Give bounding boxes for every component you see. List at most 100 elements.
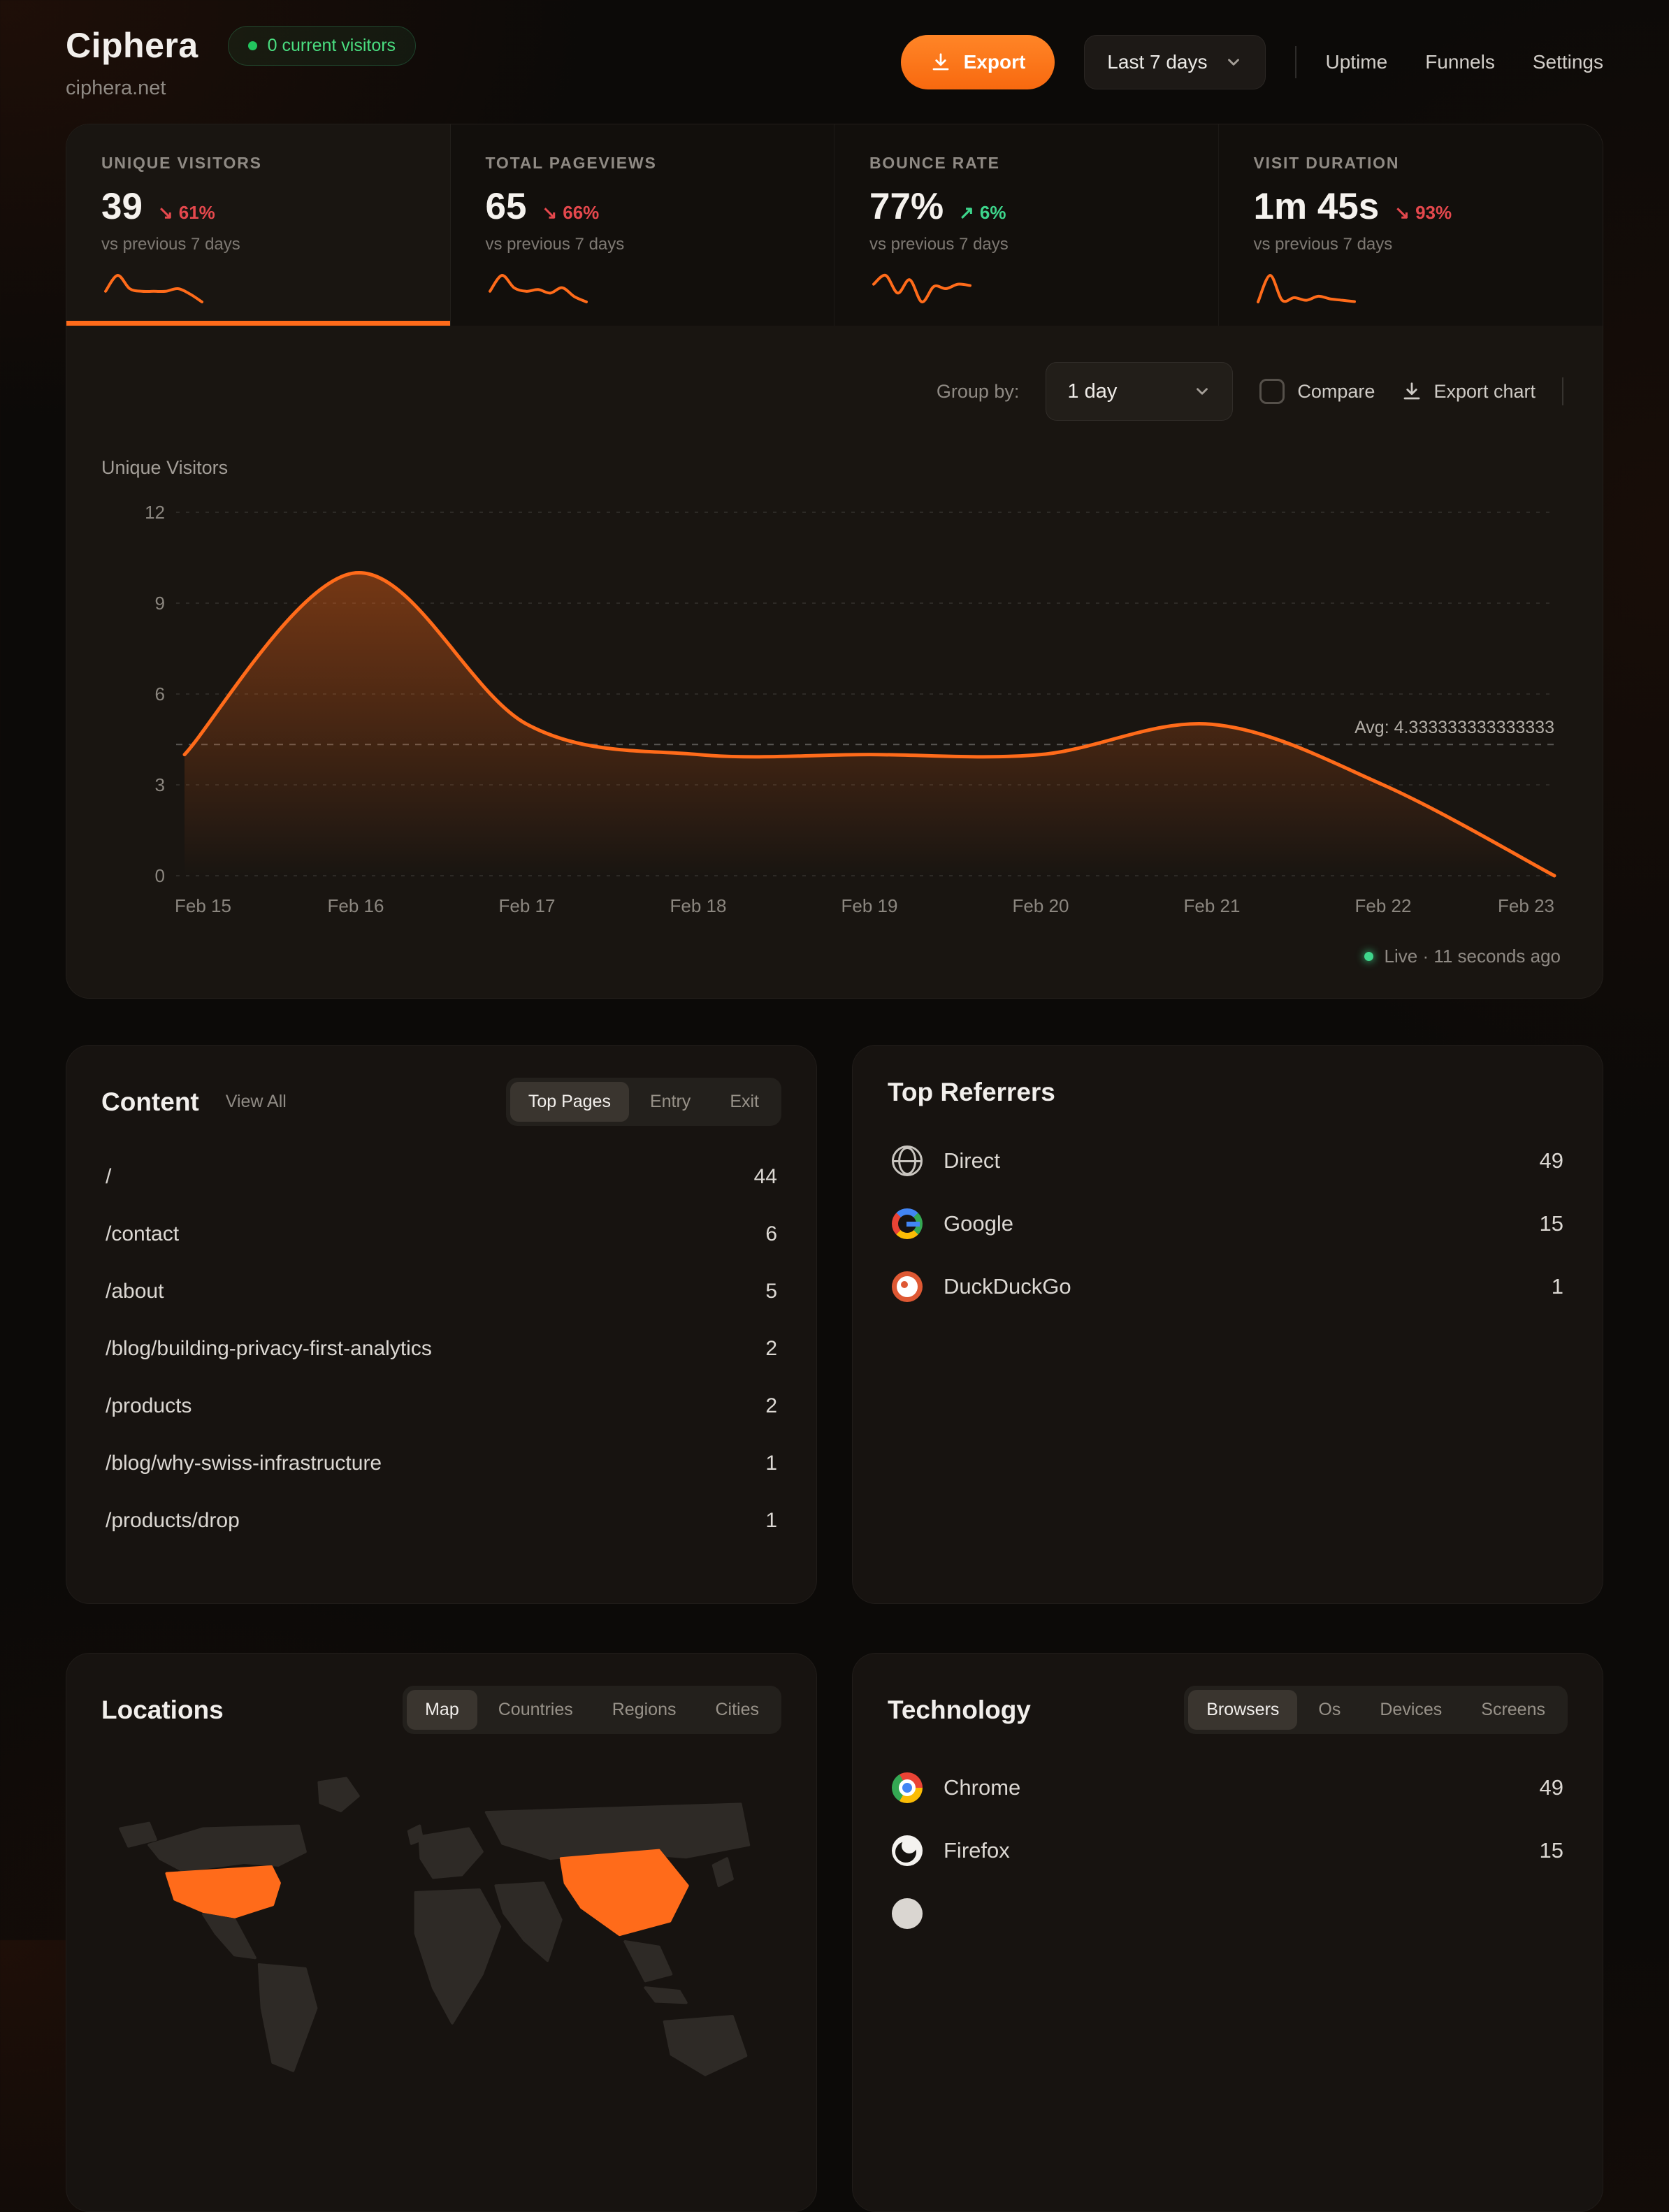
chrome-icon: [892, 1772, 923, 1803]
stat-delta: ↗ 6%: [959, 202, 1006, 224]
content-row[interactable]: /blog/building-privacy-first-analytics 2: [101, 1320, 781, 1378]
referrer-row[interactable]: Google 15: [888, 1192, 1568, 1255]
live-dot: [1364, 952, 1373, 961]
stat-value: 77%: [869, 186, 944, 227]
map-region-europe: [418, 1827, 484, 1879]
map-region-mexico: [202, 1913, 257, 1960]
referrer-row[interactable]: Direct 49: [888, 1129, 1568, 1192]
content-tab[interactable]: Entry: [632, 1082, 709, 1122]
content-tab[interactable]: Exit: [711, 1082, 777, 1122]
content-card: Content View All Top Pages Entry Exit /: [66, 1045, 817, 1604]
referrer-name: DuckDuckGo: [944, 1274, 1071, 1299]
stat-value: 65: [485, 186, 527, 227]
page-count: 5: [765, 1280, 777, 1303]
locations-tab[interactable]: Regions: [594, 1690, 695, 1730]
technology-tab[interactable]: Devices: [1361, 1690, 1460, 1730]
svg-text:3: 3: [155, 774, 165, 795]
map-region-middle-east-india: [494, 1881, 563, 1962]
locations-tab[interactable]: Map: [407, 1690, 477, 1730]
referrers-title: Top Referrers: [888, 1078, 1055, 1106]
export-chart-label: Export chart: [1433, 380, 1536, 402]
stat-value: 39: [101, 186, 143, 227]
header: Ciphera 0 current visitors ciphera.net E…: [66, 25, 1603, 100]
header-right: Export Last 7 days Uptime Funnels Settin…: [900, 35, 1603, 89]
svg-text:Feb 20: Feb 20: [1013, 895, 1069, 916]
technology-count: 15: [1539, 1838, 1563, 1863]
technology-tab[interactable]: Screens: [1463, 1690, 1563, 1730]
technology-tab[interactable]: Os: [1300, 1690, 1359, 1730]
compare-label: Compare: [1297, 380, 1375, 402]
page-path: /contact: [106, 1222, 180, 1245]
content-row[interactable]: / 44: [101, 1148, 781, 1206]
map-region-greenland: [317, 1777, 360, 1813]
stat-compare-label: vs previous 7 days: [101, 235, 240, 254]
content-tab[interactable]: Top Pages: [510, 1082, 629, 1122]
map-region-africa: [414, 1888, 502, 2025]
page-path: /about: [106, 1280, 164, 1303]
stat-delta: ↘ 93%: [1394, 202, 1452, 224]
delta-arrow-icon: ↘: [1394, 202, 1410, 223]
technology-row[interactable]: [888, 1882, 1568, 1945]
page-path: /blog/why-swiss-infrastructure: [106, 1452, 382, 1475]
content-row[interactable]: /contact 6: [101, 1206, 781, 1263]
view-all-link[interactable]: View All: [225, 1092, 287, 1111]
map-region-alaska: [119, 1821, 157, 1848]
nav-link[interactable]: Uptime: [1325, 51, 1388, 73]
technology-name: Firefox: [944, 1838, 1010, 1863]
locations-tab[interactable]: Countries: [480, 1690, 591, 1730]
map-region-china: [559, 1849, 689, 1937]
locations-tabs: Map Countries Regions Cities: [403, 1686, 781, 1734]
group-by-select[interactable]: 1 day: [1046, 362, 1234, 421]
cards-grid: Content View All Top Pages Entry Exit /: [66, 1045, 1603, 2212]
map-region-russia: [484, 1802, 751, 1860]
nav-link[interactable]: Settings: [1532, 51, 1603, 73]
date-range-value: Last 7 days: [1107, 51, 1208, 73]
current-visitors-badge[interactable]: 0 current visitors: [227, 25, 417, 66]
current-visitors-label: 0 current visitors: [267, 35, 396, 55]
content-row[interactable]: /products/drop 1: [101, 1492, 781, 1549]
referrer-name: Google: [944, 1211, 1013, 1236]
technology-row[interactable]: Chrome 49: [888, 1756, 1568, 1819]
map-region-southeast-asia: [623, 1939, 673, 1983]
group-by-value: 1 day: [1067, 379, 1118, 403]
header-divider: [1294, 46, 1296, 78]
technology-row[interactable]: Firefox 15: [888, 1819, 1568, 1882]
stat-label: UNIQUE VISITORS: [101, 154, 262, 172]
content-row[interactable]: /about 5: [101, 1263, 781, 1320]
compare-toggle[interactable]: Compare: [1259, 379, 1375, 404]
stat-card[interactable]: UNIQUE VISITORS 39 ↘ 61% vs previous 7 da…: [66, 124, 451, 326]
nav-link[interactable]: Funnels: [1425, 51, 1495, 73]
svg-text:Feb 23: Feb 23: [1498, 895, 1554, 916]
referrer-count: 49: [1539, 1148, 1563, 1173]
stat-card[interactable]: VISIT DURATION 1m 45s ↘ 93% vs previous 7…: [1219, 124, 1603, 326]
firefox-icon: [892, 1835, 923, 1866]
export-button[interactable]: Export: [900, 35, 1055, 89]
stat-card[interactable]: BOUNCE RATE 77% ↗ 6% vs previous 7 days: [834, 124, 1219, 326]
visitors-chart[interactable]: 0 3 6 9 12 Avg: 4.333333333333333 Feb 15 Feb 16…: [99, 484, 1570, 939]
page-path: /: [106, 1165, 112, 1188]
page-count: 2: [765, 1394, 777, 1417]
chart-controls: Group by: 1 day Compare Export chart: [99, 326, 1570, 421]
stat-card[interactable]: TOTAL PAGEVIEWS 65 ↘ 66% vs previous 7 da…: [451, 124, 834, 326]
stat-delta: ↘ 66%: [542, 202, 599, 224]
page-path: /products/drop: [106, 1509, 240, 1532]
svg-text:Feb 17: Feb 17: [499, 895, 556, 916]
export-chart-button[interactable]: Export chart: [1401, 381, 1536, 403]
technology-tabs: Browsers Os Devices Screens: [1184, 1686, 1568, 1734]
page-count: 1: [765, 1452, 777, 1475]
referrer-count: 15: [1539, 1211, 1563, 1236]
live-visitors-dot: [247, 41, 257, 50]
content-row[interactable]: /blog/why-swiss-infrastructure 1: [101, 1435, 781, 1492]
locations-title: Locations: [101, 1695, 224, 1724]
locations-tab[interactable]: Cities: [697, 1690, 777, 1730]
technology-tab[interactable]: Browsers: [1188, 1690, 1298, 1730]
content-row[interactable]: /products 2: [101, 1378, 781, 1435]
referrer-name: Direct: [944, 1148, 1000, 1173]
referrer-row[interactable]: DuckDuckGo 1: [888, 1255, 1568, 1318]
delta-percent: 66%: [563, 202, 600, 223]
date-range-select[interactable]: Last 7 days: [1084, 35, 1266, 89]
page-count: 44: [753, 1165, 777, 1188]
chevron-down-icon: [1227, 59, 1239, 66]
page-count: 2: [765, 1337, 777, 1360]
compare-checkbox[interactable]: [1259, 379, 1285, 404]
